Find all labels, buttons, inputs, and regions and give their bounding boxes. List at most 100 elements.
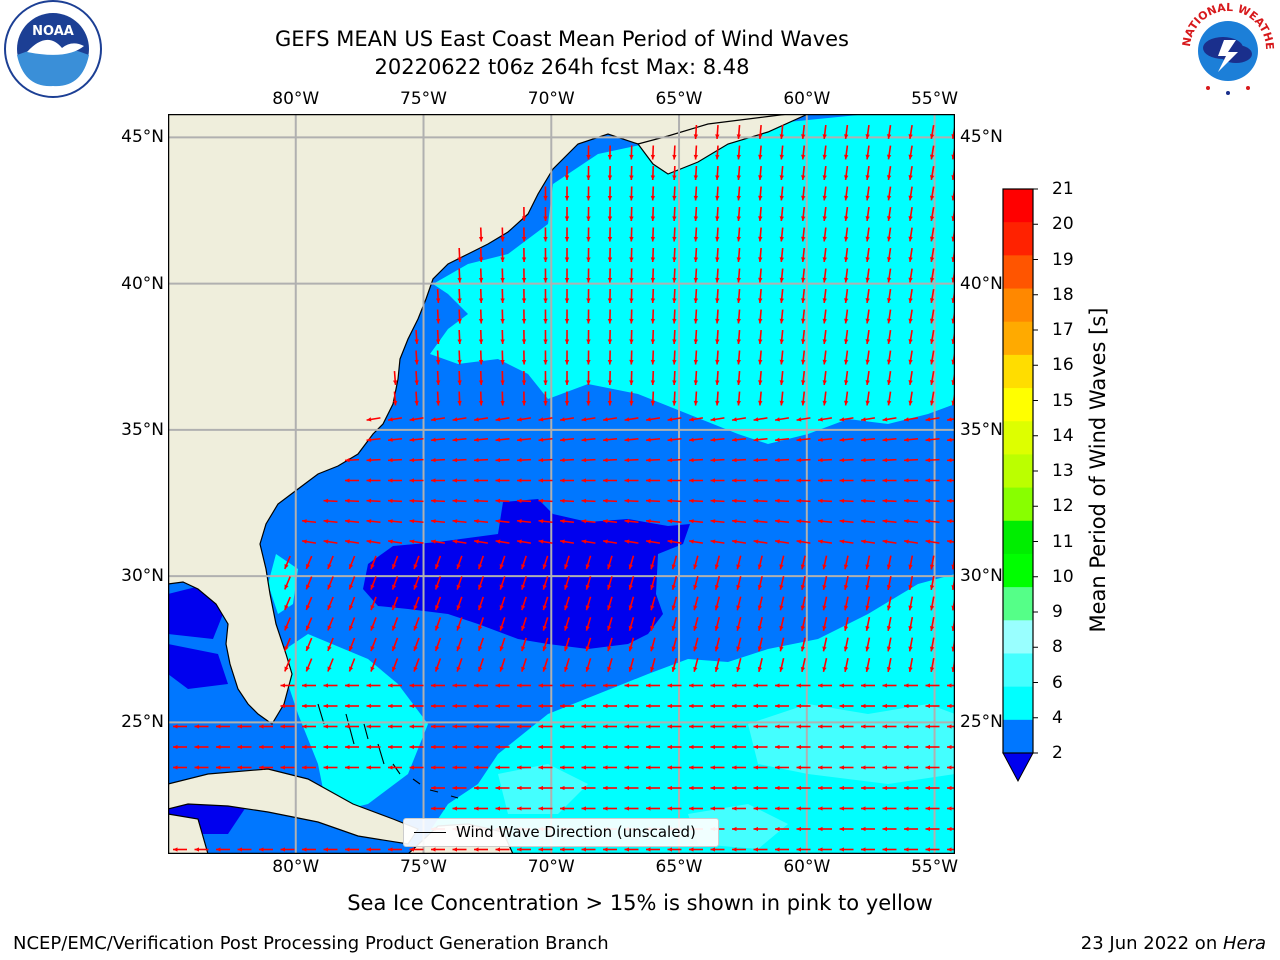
direction-arrow	[560, 765, 574, 770]
direction-arrow	[629, 288, 634, 304]
direction-arrow	[736, 268, 741, 283]
direction-arrow	[629, 350, 634, 365]
direction-arrow	[456, 637, 463, 652]
direction-arrow	[327, 658, 334, 672]
direction-arrow	[801, 165, 806, 181]
direction-arrow	[517, 785, 531, 791]
direction-arrow	[323, 724, 338, 729]
direction-arrow	[305, 576, 313, 590]
colorbar-tick-label: 4	[1052, 707, 1063, 728]
direction-arrow	[409, 847, 424, 852]
direction-arrow	[844, 288, 849, 304]
direction-arrow	[344, 457, 360, 463]
lon-tick-top: 75°W	[400, 89, 447, 109]
direction-arrow	[796, 498, 811, 504]
direction-arrow	[822, 575, 828, 591]
lat-tick-right: 35°N	[960, 419, 1003, 440]
direction-arrow	[667, 498, 682, 504]
direction-arrow	[779, 288, 784, 304]
colorbar-tick-label: 20	[1052, 214, 1074, 235]
direction-arrow	[860, 498, 876, 504]
direction-arrow	[839, 744, 854, 750]
direction-arrow	[779, 309, 784, 324]
direction-arrow	[409, 765, 424, 770]
direction-arrow	[882, 826, 897, 832]
direction-arrow	[538, 478, 553, 483]
direction-arrow	[822, 145, 827, 160]
direction-arrow	[457, 329, 462, 345]
direction-arrow	[672, 247, 677, 263]
direction-arrow	[689, 847, 703, 852]
direction-arrow	[602, 519, 618, 524]
lat-tick-right: 25°N	[960, 712, 1003, 733]
direction-arrow	[774, 457, 790, 463]
direction-arrow	[543, 206, 548, 222]
direction-arrow	[564, 596, 570, 611]
direction-arrow	[886, 391, 892, 406]
direction-arrow	[779, 617, 785, 631]
direction-arrow	[521, 576, 527, 590]
direction-arrow	[822, 555, 828, 570]
footer-credit: NCEP/EMC/Verification Post Processing Pr…	[13, 933, 609, 954]
direction-arrow	[624, 724, 639, 729]
direction-arrow	[693, 268, 699, 283]
direction-arrow	[736, 247, 741, 263]
direction-arrow	[284, 596, 291, 611]
direction-arrow	[822, 637, 828, 652]
direction-arrow	[929, 596, 935, 611]
direction-arrow	[431, 785, 445, 791]
direction-arrow	[753, 478, 768, 483]
direction-arrow	[908, 145, 913, 160]
direction-arrow	[607, 165, 613, 181]
direction-arrow	[543, 309, 548, 324]
direction-arrow	[775, 806, 789, 811]
direction-arrow	[586, 329, 591, 345]
direction-arrow	[736, 555, 742, 570]
direction-arrow	[886, 186, 892, 201]
direction-arrow	[302, 724, 316, 729]
direction-arrow	[305, 596, 313, 611]
direction-arrow	[345, 683, 359, 688]
direction-arrow	[779, 186, 784, 201]
direction-arrow	[779, 370, 784, 386]
direction-arrow	[865, 637, 871, 652]
direction-arrow	[559, 457, 575, 463]
direction-arrow	[882, 437, 897, 442]
direction-arrow	[822, 227, 827, 242]
direction-arrow	[886, 350, 892, 365]
direction-arrow	[495, 744, 510, 750]
direction-arrow	[560, 785, 574, 791]
direction-arrow	[822, 247, 827, 263]
direction-arrow	[348, 576, 356, 590]
direction-arrow	[689, 785, 703, 791]
direction-arrow	[387, 417, 403, 422]
footer-date-text: 23 Jun 2022 on	[1080, 933, 1223, 954]
direction-arrow	[452, 683, 467, 688]
direction-arrow	[521, 350, 527, 365]
direction-arrow	[908, 575, 914, 591]
direction-arrow	[886, 165, 892, 181]
direction-arrow	[925, 703, 940, 709]
direction-arrow	[796, 826, 811, 832]
direction-arrow	[710, 437, 725, 442]
direction-arrow	[844, 247, 849, 263]
direction-arrow	[409, 744, 424, 750]
direction-arrow	[753, 683, 768, 688]
direction-arrow	[667, 417, 682, 422]
direction-arrow	[865, 596, 871, 611]
direction-arrow	[624, 806, 639, 811]
direction-arrow	[500, 268, 505, 283]
direction-arrow	[521, 247, 527, 263]
direction-arrow	[839, 724, 854, 729]
direction-arrow	[801, 350, 806, 365]
direction-arrow	[543, 268, 548, 283]
direction-arrow	[478, 227, 484, 242]
colorbar-tick-label: 8	[1052, 637, 1063, 658]
direction-arrow	[388, 724, 402, 729]
direction-arrow	[650, 165, 656, 181]
direction-arrow	[882, 806, 897, 811]
direction-arrow	[607, 186, 613, 201]
direction-arrow	[882, 744, 897, 750]
direction-arrow	[903, 417, 919, 422]
direction-arrow	[495, 519, 510, 524]
